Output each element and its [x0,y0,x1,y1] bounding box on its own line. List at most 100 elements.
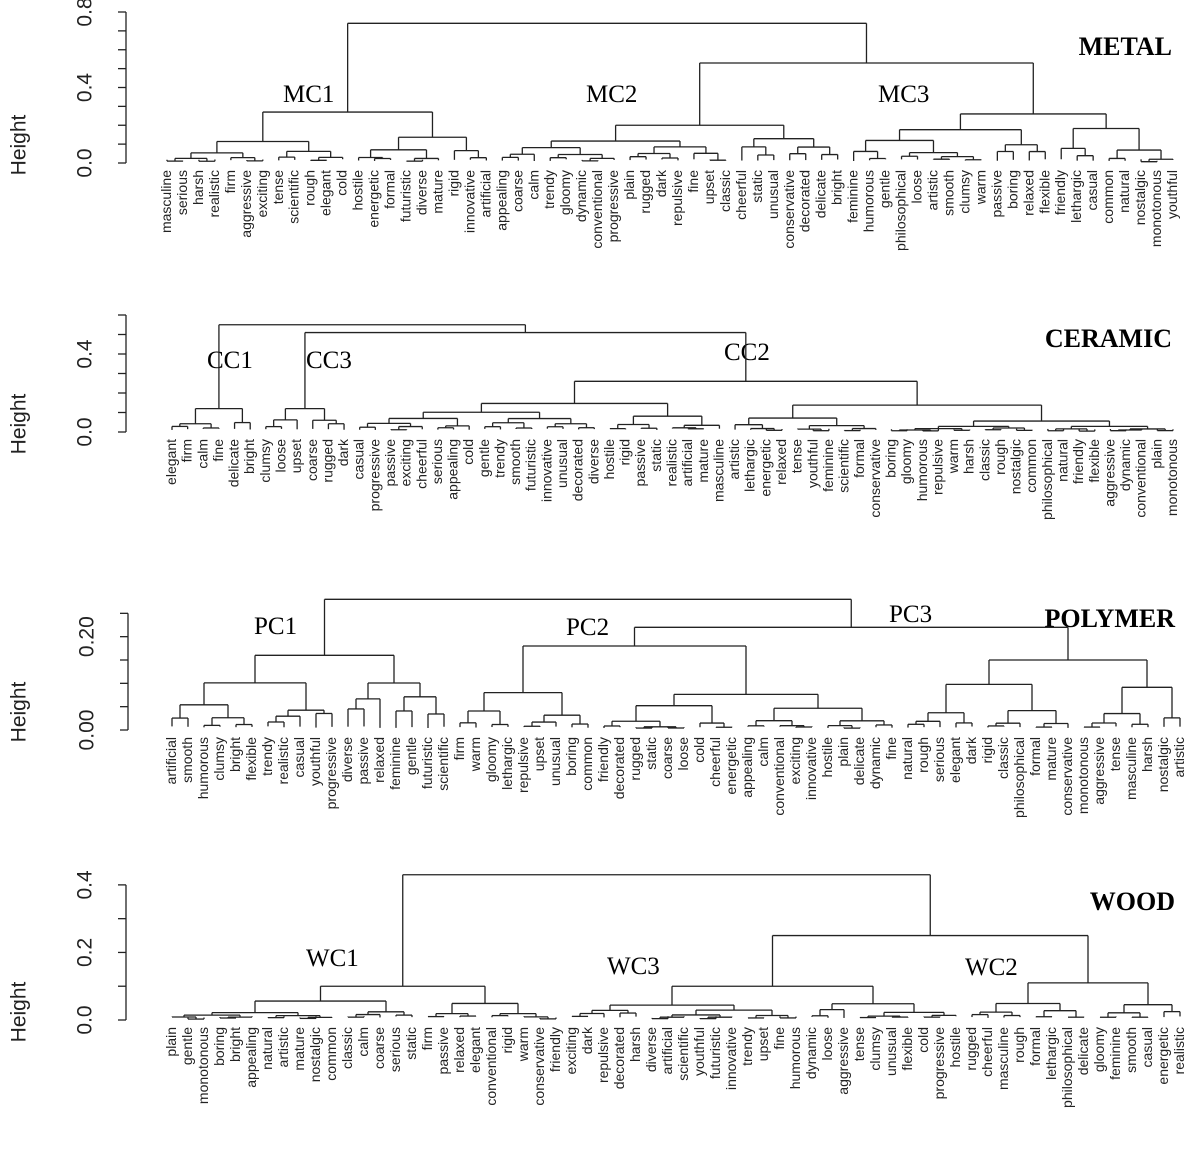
y-axis-title: Height [8,981,31,1042]
leaf-label: innovative [723,1027,739,1090]
leaf-label: feminine [820,439,836,492]
leaf-label: conventional [771,737,787,816]
leaf-label: upset [701,170,717,204]
leaf-label: common [1100,170,1116,224]
leaf-label: lethargic [1043,1027,1059,1080]
leaf-label: masculine [158,170,174,233]
leaf-label: appealing [243,1027,259,1088]
leaf-label: gentle [179,1027,195,1065]
leaf-label: tense [1107,737,1123,771]
leaf-label: casual [1139,1027,1155,1067]
leaf-label: exciting [254,170,270,217]
metal-dendrogram-panel: 0.0 0.4 0.8 Height METAL masculine serious hars… [8,0,1180,251]
leaf-label: serious [429,439,445,484]
leaf-label: hostile [819,737,835,778]
leaf-label: delicate [1075,1027,1091,1075]
leaf-label: feminine [1107,1027,1123,1080]
leaf-label: calm [194,439,210,469]
leaf-label: tense [270,170,286,204]
leaf-label: masculine [1123,737,1139,800]
leaf-label: diverse [339,737,355,782]
y-axis-title: Height [8,393,31,454]
leaf-label: fine [771,1027,787,1050]
leaf-label: innovative [538,439,554,502]
cluster-label: WC2 [965,954,1018,981]
leaf-label: cheerful [413,439,429,489]
leaf-label: elegant [163,439,179,485]
leaf-label: innovative [461,170,477,233]
leaf-label: scientific [435,737,451,791]
leaf-label: dynamic [1117,439,1133,491]
panel-title: WOOD [1090,887,1175,916]
leaf-label: harsh [627,1027,643,1062]
leaf-label: diverse [643,1027,659,1072]
leaf-label: energetic [1155,1027,1171,1085]
cluster-label: PC1 [254,613,297,640]
leaf-label: appealing [493,170,509,231]
leaf-label: firm [179,439,195,462]
leaf-label: mature [1043,737,1059,781]
leaf-label: fine [685,170,701,193]
leaf-label: plain [1148,439,1164,469]
leaf-label: classic [995,737,1011,779]
leaf-label: rough [302,170,318,206]
leaf-label: scientific [675,1027,691,1081]
leaf-label: static [403,1027,419,1060]
cluster-label: MC3 [878,81,929,108]
leaf-label: realistic [275,737,291,784]
leaf-label: loose [909,170,925,204]
leaf-label: common [323,1027,339,1081]
leaf-label: nostalgic [1155,737,1171,792]
wood-dendrogram-panel: 0.0 0.2 0.4 Height WOOD plain gentle monotonous… [8,870,1187,1108]
leaf-label: aggressive [1101,439,1117,507]
leaf-label: cheerful [979,1027,995,1077]
leaf-label: innovative [803,737,819,800]
y-tick-label: 0.4 [74,339,97,369]
leaf-label: bright [829,170,845,205]
leaf-label: formal [1027,1027,1043,1066]
leaf-label: delicate [813,170,829,218]
leaf-label: nostalgic [307,1027,323,1082]
leaf-label: mature [291,1027,307,1071]
leaf-label: trendy [541,170,557,209]
leaf-label: passive [382,439,398,487]
leaf-label: mature [429,170,445,214]
leaf-label: boring [563,737,579,776]
leaf-label: passive [355,737,371,785]
leaf-label: rough [992,439,1008,475]
leaf-label: unusual [554,439,570,488]
leaf-label: futuristic [707,1027,723,1079]
leaf-label: rough [1011,1027,1027,1063]
leaf-label: dynamic [573,170,589,222]
leaf-label: boring [211,1027,227,1066]
leaf-label: delicate [226,439,242,487]
leaf-label: dark [963,736,979,764]
leaf-label: static [648,439,664,472]
leaf-label: relaxed [371,737,387,783]
leaf-label: decorated [611,1027,627,1089]
leaf-label: philosophical [1059,1027,1075,1108]
leaf-label: rugged [319,439,335,483]
leaf-label: philosophical [893,170,909,251]
leaf-label: monotonous [1148,170,1164,247]
leaf-label: conservative [531,1027,547,1106]
leaf-label: common [579,737,595,791]
leaf-label: warm [945,439,961,474]
leaf-label: tense [789,439,805,473]
cluster-label: CC1 [207,347,253,374]
leaf-label: firm [419,1027,435,1050]
leaf-label: plain [163,1027,179,1057]
leaf-label: cold [691,737,707,763]
leaf-label: decorated [611,737,627,799]
leaf-label: clumsy [211,737,227,781]
leaf-label: artistic [924,170,940,210]
leaf-label: gloomy [898,439,914,484]
leaf-label: artificial [163,737,179,784]
leaf-label: realistic [206,170,222,217]
leaf-label: diverse [585,439,601,484]
leaf-label: repulsive [515,737,531,793]
y-tick-label: 0.0 [74,1005,97,1034]
leaf-label: diverse [413,170,429,215]
leaf-label: casual [291,737,307,777]
leaf-label: exciting [787,737,803,784]
